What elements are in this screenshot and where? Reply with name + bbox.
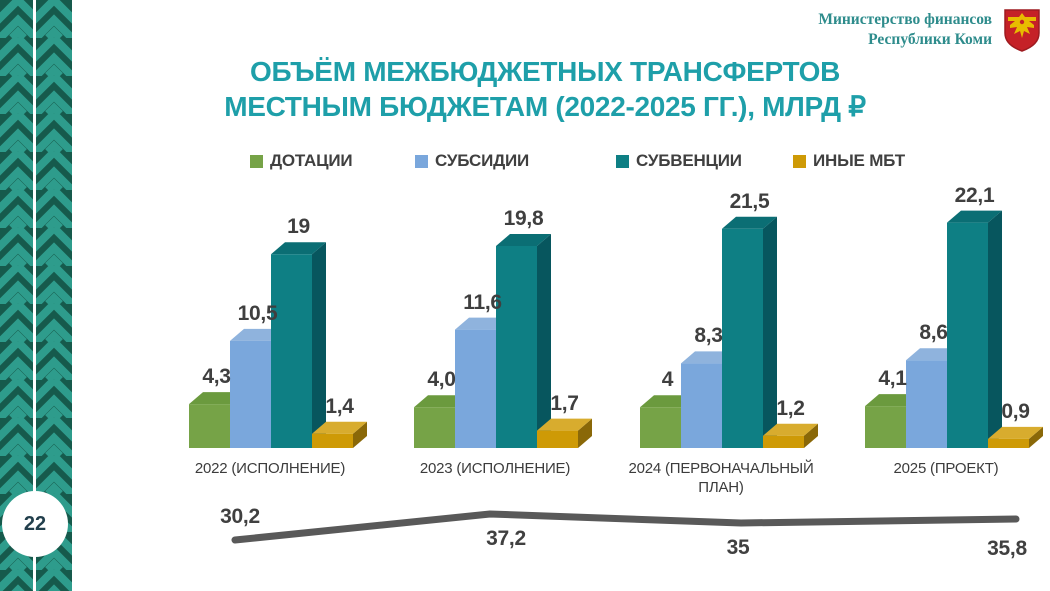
bar-front-face	[681, 363, 722, 448]
bar-top-face	[947, 210, 1002, 223]
slide-title: ОБЪЁМ МЕЖБЮДЖЕТНЫХ ТРАНСФЕРТОВ МЕСТНЫМ Б…	[100, 54, 990, 124]
bar-front-face	[640, 407, 681, 448]
bar-front-face	[763, 435, 804, 448]
bar-value-label: 4,0	[427, 368, 456, 392]
legend-item-subsidii: СУБСИДИИ	[415, 151, 529, 171]
legend-label-subsidii: СУБСИДИИ	[435, 151, 530, 170]
bar-front-face	[271, 254, 312, 448]
bar-top-face	[312, 421, 367, 434]
komi-ornament-strip: 22	[0, 0, 72, 591]
bar-top-face	[722, 216, 777, 229]
bar-value-label: 1,2	[776, 396, 805, 420]
bar-value-label: 0,9	[1001, 399, 1030, 423]
org-header: Министерство финансов Республики Коми	[818, 7, 1042, 53]
bar-top-face	[537, 418, 592, 431]
page-number-badge: 22	[2, 491, 68, 557]
bar-front-face	[537, 430, 578, 448]
total-value-label: 30,2	[220, 505, 260, 528]
bar-side-face	[578, 418, 592, 448]
legend-label-inye-mbt: ИНЫЕ МБТ	[813, 151, 905, 170]
bar-front-face	[722, 228, 763, 448]
total-value-label: 37,2	[486, 527, 526, 550]
org-name-line1: Министерство финансов	[818, 11, 992, 28]
legend-swatch-subvencii	[616, 154, 629, 168]
bar-front-face	[414, 407, 455, 448]
bar-side-face	[988, 210, 1002, 448]
legend-swatch-inye-mbt	[793, 154, 806, 168]
category-label: 2025 (ПРОЕКТ)	[893, 460, 999, 477]
legend-swatch-dotacii	[250, 154, 263, 168]
bar-value-label: 8,3	[694, 324, 723, 348]
legend-label-subvencii: СУБВЕНЦИИ	[636, 151, 742, 170]
bar-front-face	[230, 340, 271, 448]
category-label: 2024 (ПЕРВОНАЧАЛЬНЫЙ ПЛАН)	[628, 460, 814, 496]
legend-item-dotacii: ДОТАЦИИ	[250, 151, 353, 171]
bar-value-label: 19,8	[503, 207, 544, 231]
bar-top-face	[271, 242, 326, 255]
bar-value-label: 1,7	[550, 391, 579, 415]
bar-value-label: 19	[287, 215, 310, 239]
legend-swatch-subsidii	[415, 154, 428, 168]
bar-side-face	[1029, 426, 1043, 448]
bar-side-face	[763, 216, 777, 448]
bar-value-label: 4,3	[202, 365, 231, 389]
totals-line	[231, 510, 1020, 544]
bar-top-face	[988, 426, 1043, 439]
slide-title-line1: ОБЪЁМ МЕЖБЮДЖЕТНЫХ ТРАНСФЕРТОВ	[249, 56, 841, 87]
bar-front-face	[988, 438, 1029, 448]
bar-side-face	[537, 234, 551, 448]
category-label: 2022 (ИСПОЛНЕНИЕ)	[194, 460, 346, 477]
bar-front-face	[496, 246, 537, 448]
bar-value-label: 4	[661, 368, 674, 392]
legend-item-inye-mbt: ИНЫЕ МБТ	[793, 151, 905, 171]
bar-front-face	[906, 360, 947, 448]
strip-divider-line	[33, 0, 36, 591]
org-name: Министерство финансов Республики Коми	[818, 7, 992, 50]
bar-side-face	[312, 242, 326, 448]
legend-label-dotacii: ДОТАЦИИ	[270, 151, 353, 170]
legend-item-subvencii: СУБВЕНЦИИ	[616, 151, 742, 171]
bar-top-face	[496, 234, 551, 247]
bar-side-face	[804, 423, 818, 448]
bar-value-label: 8,6	[919, 321, 948, 345]
page-number: 22	[23, 512, 47, 535]
total-value-label: 35	[726, 536, 750, 559]
bar-value-label: 22,1	[954, 183, 995, 207]
bar-side-face	[353, 421, 367, 448]
bar-value-label: 21,5	[729, 189, 770, 213]
bar-front-face	[947, 222, 988, 448]
slide-title-line2: МЕСТНЫМ БЮДЖЕТАМ (2022-2025 ГГ.), МЛРД ₽	[224, 91, 866, 122]
bar-value-label: 4,1	[878, 367, 907, 391]
bar-value-label: 10,5	[237, 301, 278, 325]
komi-coat-of-arms-icon	[1004, 9, 1040, 52]
bar-front-face	[865, 406, 906, 448]
total-value-label: 35,8	[987, 537, 1027, 560]
bar-front-face	[312, 433, 353, 448]
org-name-line2: Республики Коми	[868, 31, 992, 48]
bar-front-face	[455, 329, 496, 448]
bar-value-label: 1,4	[325, 394, 354, 418]
category-label: 2023 (ИСПОЛНЕНИЕ)	[419, 460, 571, 477]
bar-value-label: 11,6	[463, 290, 502, 314]
bar-front-face	[189, 404, 230, 448]
bar-top-face	[763, 423, 818, 436]
